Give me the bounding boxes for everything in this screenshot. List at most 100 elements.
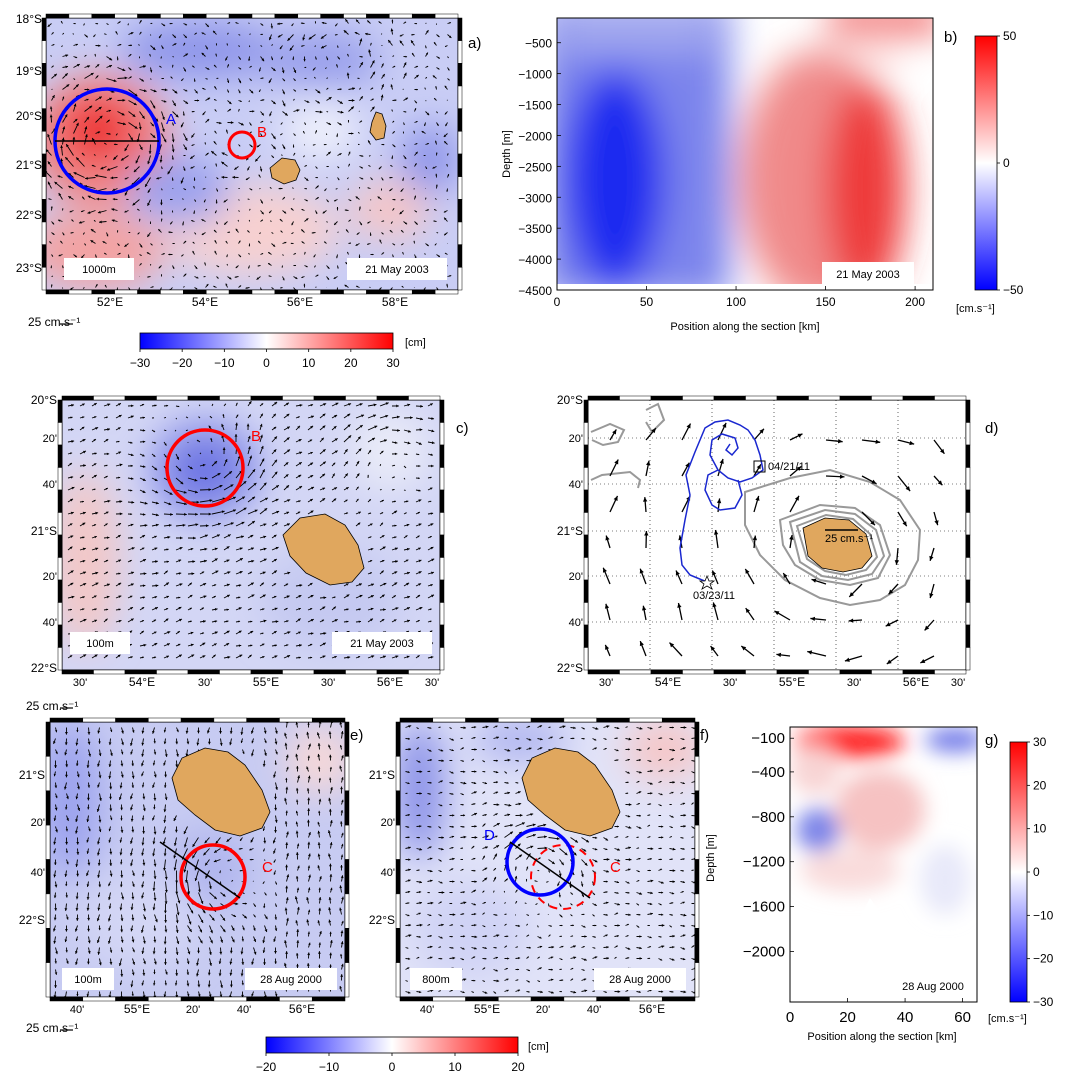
velocity-arrowhead	[240, 100, 242, 102]
velocity-arrowhead	[358, 256, 361, 259]
velocity-arrowhead	[431, 417, 435, 420]
frame-segment	[45, 962, 51, 998]
frame-segment	[366, 13, 390, 19]
velocity-arrowhead	[97, 131, 101, 134]
velocity-arrowhead	[315, 58, 317, 60]
velocity-arrowhead	[107, 918, 111, 922]
frame-segment	[156, 395, 189, 401]
xlabel-b: Position along the section [km]	[670, 321, 819, 333]
velocity-arrowhead	[677, 603, 682, 608]
velocity-arrowhead	[203, 595, 207, 599]
velocity-arrowhead	[671, 726, 674, 729]
velocity-arrowhead	[217, 277, 219, 279]
velocity-arrowhead	[232, 880, 233, 882]
velocity-arrowhead	[432, 166, 435, 169]
velocity-arrowhead	[68, 173, 72, 176]
frame-segment	[411, 289, 436, 295]
velocity-arrowhead	[393, 55, 395, 57]
velocity-arrows-a	[46, 18, 452, 290]
velocity-arrow	[154, 991, 156, 997]
velocity-arrowhead	[298, 500, 301, 503]
velocity-arrowhead	[96, 808, 100, 812]
velocity-arrowhead	[317, 920, 321, 923]
velocity-arrowhead	[129, 54, 132, 56]
velocity-arrowhead	[411, 177, 414, 180]
velocity-arrowhead	[322, 413, 326, 417]
velocity-arrowhead	[131, 571, 134, 575]
frame-segment	[583, 467, 589, 491]
velocity-arrowhead	[168, 253, 171, 256]
velocity-arrowhead	[184, 512, 187, 516]
velocity-arrowhead	[87, 65, 91, 68]
velocity-arrowhead	[223, 200, 227, 203]
velocity-arrowhead	[215, 211, 217, 214]
velocity-arrowhead	[314, 266, 316, 268]
velocity-arrowhead	[163, 139, 167, 143]
velocity-arrowhead	[239, 255, 241, 258]
velocity-arrowhead	[142, 454, 145, 457]
frame-segment	[82, 996, 116, 1002]
velocity-arrowhead	[250, 145, 253, 148]
velocity-arrowhead	[357, 522, 361, 526]
velocity-arrowhead	[262, 594, 266, 598]
velocity-arrowhead	[153, 983, 156, 986]
velocity-arrowhead	[171, 139, 175, 143]
velocity-arrowhead	[118, 572, 121, 575]
velocity-arrowhead	[262, 77, 264, 79]
velocity-arrowhead	[274, 762, 277, 766]
velocity-arrowhead	[361, 177, 364, 180]
frame-segment	[41, 199, 47, 223]
velocity-arrowhead	[394, 524, 397, 527]
velocity-arrowhead	[449, 22, 451, 24]
velocity-arrowhead	[97, 763, 100, 767]
velocity-arrowhead	[332, 473, 335, 477]
velocity-arrowhead	[194, 55, 195, 56]
velocity-arrowhead	[226, 643, 230, 646]
velocity-arrowhead	[176, 912, 180, 916]
velocity-arrowhead	[298, 595, 302, 598]
velocity-arrowhead	[274, 459, 277, 463]
velocity-arrowhead	[298, 439, 302, 442]
velocity-arrowhead	[107, 427, 111, 431]
velocity-arrowhead	[368, 450, 372, 453]
velocity-arrowhead	[370, 42, 372, 45]
velocity-arrowhead	[95, 284, 98, 287]
frame-segment	[457, 17, 463, 41]
velocity-arrowhead	[166, 655, 169, 659]
velocity-arrowhead	[350, 106, 354, 110]
velocity-arrowhead	[178, 618, 182, 622]
velocity-arrowhead	[82, 596, 85, 599]
velocity-arrowhead	[310, 595, 314, 598]
velocity-arrowhead	[209, 416, 212, 418]
velocity-arrowhead	[247, 435, 251, 439]
velocity-arrowhead	[241, 983, 244, 986]
velocity-arrowhead	[155, 118, 159, 122]
velocity-arrowhead	[638, 737, 640, 740]
velocity-arrowhead	[162, 128, 165, 132]
velocity-arrowhead	[250, 839, 254, 843]
velocity-arrowhead	[310, 510, 314, 514]
velocity-arrowhead	[135, 160, 139, 164]
velocity-arrowhead	[170, 512, 173, 516]
velocity-arrowhead	[190, 910, 194, 914]
velocity-arrowhead	[175, 114, 179, 118]
velocity-arrowhead	[339, 744, 343, 748]
velocity-arrowhead	[430, 523, 434, 526]
velocity-arrowhead	[810, 616, 816, 622]
velocity-arrowhead	[151, 244, 153, 246]
velocity-arrowhead	[399, 211, 403, 215]
velocity-arrowhead	[275, 751, 278, 755]
velocity-arrowhead	[87, 917, 91, 921]
velocity-arrowhead	[605, 535, 610, 541]
velocity-arrowhead	[163, 741, 167, 745]
velocity-arrowhead	[240, 122, 244, 126]
velocity-arrowhead	[517, 737, 520, 740]
velocity-arrowhead	[218, 961, 222, 964]
velocity-arrowhead	[249, 848, 252, 851]
velocity-arrowhead	[310, 425, 314, 429]
velocity-arrowhead	[243, 481, 247, 484]
velocity-arrowhead	[340, 110, 344, 114]
velocity-arrowhead	[528, 738, 532, 741]
velocity-arrowhead	[195, 523, 199, 527]
velocity-arrowhead	[368, 462, 371, 465]
